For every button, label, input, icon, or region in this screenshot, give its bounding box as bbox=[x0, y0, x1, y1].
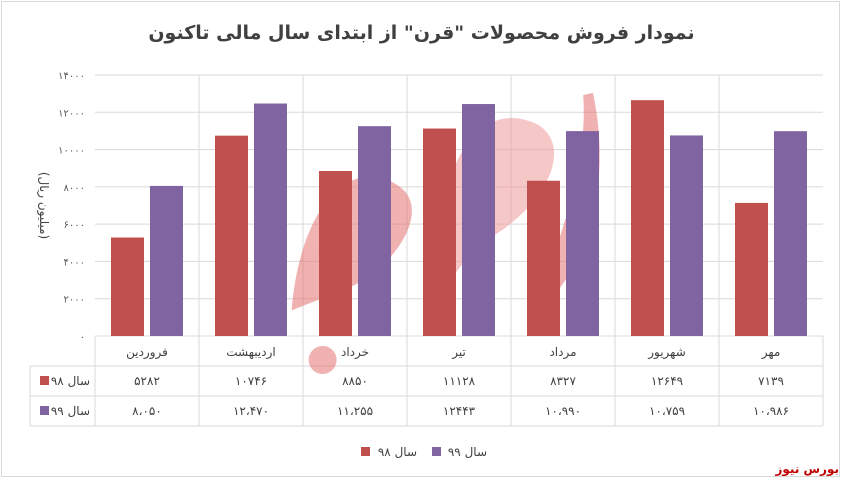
legend-label: سال ۹۸ bbox=[378, 445, 417, 459]
table-cell-value: ۸،۰۵۰ bbox=[132, 404, 162, 418]
bar bbox=[462, 104, 495, 336]
table-cell-value: ۱۱۱۲۸ bbox=[443, 374, 476, 388]
y-tick-label: ۱۰۰۰۰ bbox=[58, 146, 85, 157]
legend-label: سال ۹۹ bbox=[448, 445, 487, 459]
bar bbox=[319, 171, 352, 336]
y-tick-label: ۱۴۰۰۰ bbox=[58, 71, 85, 82]
table-cell-value: ۱۰،۹۸۶ bbox=[753, 404, 789, 418]
bar bbox=[566, 131, 599, 336]
y-tick-label: ۰ bbox=[80, 332, 85, 343]
y-tick-label: ۸۰۰۰ bbox=[64, 183, 85, 194]
bar bbox=[527, 180, 560, 336]
legend-key bbox=[432, 447, 441, 456]
y-tick-label: ۲۰۰۰ bbox=[64, 295, 85, 306]
category-label: مهر bbox=[761, 345, 781, 360]
bar bbox=[111, 237, 144, 336]
bar bbox=[254, 103, 287, 336]
y-tick-label: ۴۰۰۰ bbox=[64, 257, 85, 268]
bar bbox=[774, 131, 807, 336]
y-tick-label: ۱۲۰۰۰ bbox=[58, 108, 85, 119]
bar bbox=[735, 202, 768, 336]
bar bbox=[150, 185, 183, 336]
y-tick-label: ۶۰۰۰ bbox=[64, 220, 85, 231]
table-cell-value: ۱۲۶۴۹ bbox=[651, 374, 683, 388]
table-legend-key bbox=[40, 406, 49, 415]
table-cell-value: ۱۲،۴۷۰ bbox=[233, 404, 269, 418]
bar bbox=[215, 135, 248, 336]
table-cell-value: ۱۲۴۴۳ bbox=[443, 404, 476, 418]
brand-label: بورس نیوز bbox=[775, 462, 839, 476]
chart-title: نمودار فروش محصولات "قرن" از ابتدای سال … bbox=[148, 22, 695, 44]
table-series-name: سال ۹۹ bbox=[51, 404, 90, 418]
watermark-dot bbox=[308, 345, 337, 374]
bar bbox=[358, 126, 391, 336]
category-label: خرداد bbox=[341, 345, 369, 360]
bar bbox=[631, 100, 664, 337]
category-label: شهریور bbox=[647, 345, 686, 360]
table-cell-value: ۷۱۳۹ bbox=[758, 374, 784, 388]
legend-key bbox=[361, 447, 370, 456]
bar bbox=[670, 135, 703, 336]
table-cell-value: ۱۱،۲۵۵ bbox=[337, 404, 373, 418]
table-cell-value: ۱۰،۷۵۹ bbox=[649, 404, 685, 418]
category-label: اردیبهشت bbox=[226, 345, 275, 360]
table-cell-value: ۸۳۲۷ bbox=[550, 374, 576, 388]
bar bbox=[423, 128, 456, 336]
table-legend-key bbox=[40, 376, 49, 385]
table-cell-value: ۵۲۸۲ bbox=[134, 374, 160, 388]
category-label: فروردین bbox=[126, 345, 168, 360]
table-series-name: سال ۹۸ bbox=[51, 374, 90, 388]
table-cell-value: ۱۰،۹۹۰ bbox=[545, 404, 581, 418]
category-label: مرداد bbox=[549, 345, 576, 360]
table-cell-value: ۸۸۵۰ bbox=[342, 374, 368, 388]
category-label: تیر bbox=[451, 345, 466, 360]
table-cell-value: ۱۰۷۴۶ bbox=[235, 374, 267, 388]
y-axis-label: (میلیون ریال) bbox=[36, 172, 51, 239]
